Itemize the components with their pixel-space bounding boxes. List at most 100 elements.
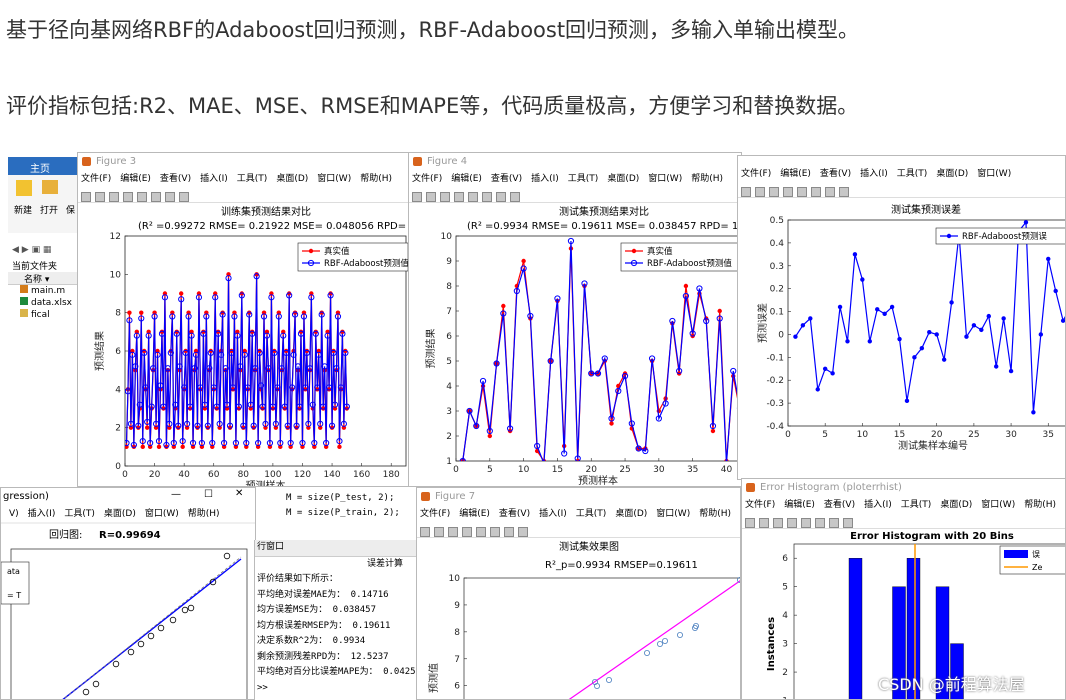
pointer-icon[interactable]: [179, 192, 189, 202]
menu-item[interactable]: 工具(T): [236, 174, 268, 184]
menu-item[interactable]: 帮助(H): [187, 509, 220, 519]
menu-item[interactable]: 桌面(D): [276, 174, 309, 184]
file-item[interactable]: main.m: [20, 285, 77, 297]
home-tab[interactable]: 主页: [8, 157, 77, 175]
colorbar-icon[interactable]: [815, 518, 825, 528]
menu-item[interactable]: 窗口(W): [977, 169, 1012, 179]
menu-item[interactable]: 文件(F): [741, 169, 772, 179]
file-item[interactable]: data.xlsx: [20, 297, 77, 309]
menu-item[interactable]: 帮助(H): [1024, 500, 1056, 510]
link-icon[interactable]: [137, 192, 147, 202]
save-icon[interactable]: [769, 187, 779, 197]
command-window[interactable]: 行窗口 误差计算 评价结果如下所示： 平均绝对误差MAE为： 0.14716 均方误…: [254, 540, 416, 700]
new-figure-icon[interactable]: [420, 527, 430, 537]
menu-item[interactable]: 工具(T): [575, 509, 607, 519]
file-item[interactable]: fical: [20, 309, 77, 321]
menu-item[interactable]: 文件(F): [81, 174, 112, 184]
menu-item[interactable]: 插入(I): [27, 509, 56, 519]
open-file-icon[interactable]: [95, 192, 105, 202]
minimize-button[interactable]: —: [171, 489, 181, 500]
save-icon[interactable]: [109, 192, 119, 202]
pointer-icon[interactable]: [843, 518, 853, 528]
colorbar-icon[interactable]: [151, 192, 161, 202]
menu-item[interactable]: 查看(V): [498, 509, 531, 519]
new-figure-icon[interactable]: [741, 187, 751, 197]
menu-item[interactable]: 编辑(E): [459, 509, 490, 519]
menu-item[interactable]: 工具(T): [900, 500, 932, 510]
name-column[interactable]: 名称 ▾: [8, 272, 77, 285]
link-icon[interactable]: [468, 192, 478, 202]
legend-icon[interactable]: [504, 527, 514, 537]
menu-item[interactable]: 查看(V): [819, 169, 852, 179]
menu-item[interactable]: 插入(I): [860, 169, 888, 179]
pointer-icon[interactable]: [518, 527, 528, 537]
print-icon[interactable]: [462, 527, 472, 537]
menu-item[interactable]: 文件(F): [412, 174, 443, 184]
print-icon[interactable]: [454, 192, 464, 202]
menu-item[interactable]: 插入(I): [539, 509, 567, 519]
open-file-icon[interactable]: [759, 518, 769, 528]
menu-item[interactable]: 桌面(D): [936, 169, 969, 179]
legend-icon[interactable]: [165, 192, 175, 202]
menu-item[interactable]: V): [9, 509, 19, 519]
maximize-button[interactable]: ☐: [204, 489, 213, 500]
menu-item[interactable]: 编辑(E): [451, 174, 482, 184]
menu-item[interactable]: 工具(T): [567, 174, 599, 184]
menu-item[interactable]: 查看(V): [490, 174, 523, 184]
print-icon[interactable]: [123, 192, 133, 202]
pointer-icon[interactable]: [839, 187, 849, 197]
nav-arrows[interactable]: ◀ ▶ ▣ ▦: [12, 245, 52, 255]
legend-icon[interactable]: [825, 187, 835, 197]
menu-item[interactable]: 插入(I): [200, 174, 228, 184]
pointer-icon[interactable]: [510, 192, 520, 202]
menu-item[interactable]: 窗口(W): [981, 500, 1016, 510]
menu-item[interactable]: 工具(T): [896, 169, 928, 179]
open-file-icon[interactable]: [755, 187, 765, 197]
link-icon[interactable]: [476, 527, 486, 537]
menu-item[interactable]: 窗口(W): [144, 509, 179, 519]
menu-item[interactable]: 窗口(W): [648, 174, 683, 184]
menu-item[interactable]: 文件(F): [420, 509, 451, 519]
menu-item[interactable]: 文件(F): [745, 500, 776, 510]
menu-item[interactable]: 编辑(E): [780, 169, 811, 179]
menu-item[interactable]: 桌面(D): [940, 500, 973, 510]
new-figure-icon[interactable]: [412, 192, 422, 202]
link-icon[interactable]: [801, 518, 811, 528]
menu-item[interactable]: 编辑(E): [120, 174, 151, 184]
new-figure-icon[interactable]: [745, 518, 755, 528]
open-file-icon[interactable]: [434, 527, 444, 537]
command-prompt[interactable]: >>: [257, 682, 268, 693]
menu-item[interactable]: 桌面(D): [615, 509, 648, 519]
data-point: [175, 422, 182, 429]
menu-item[interactable]: 帮助(H): [699, 509, 731, 519]
menu-item[interactable]: 桌面(D): [607, 174, 640, 184]
open-file-icon[interactable]: [426, 192, 436, 202]
colorbar-icon[interactable]: [482, 192, 492, 202]
menu-item[interactable]: 工具(T): [64, 509, 95, 519]
new-icon[interactable]: [16, 180, 32, 196]
open-icon[interactable]: [42, 180, 58, 194]
menu-item[interactable]: 桌面(D): [103, 509, 136, 519]
save-icon[interactable]: [773, 518, 783, 528]
print-icon[interactable]: [787, 518, 797, 528]
menu-item[interactable]: 帮助(H): [691, 174, 723, 184]
menu-item[interactable]: 帮助(H): [360, 174, 392, 184]
data-point: [136, 425, 141, 430]
menu-item[interactable]: 查看(V): [823, 500, 856, 510]
save-icon[interactable]: [448, 527, 458, 537]
close-button[interactable]: ✕: [235, 488, 244, 499]
menu-item[interactable]: 插入(I): [864, 500, 892, 510]
new-figure-icon[interactable]: [81, 192, 91, 202]
colorbar-icon[interactable]: [490, 527, 500, 537]
colorbar-icon[interactable]: [811, 187, 821, 197]
menu-item[interactable]: 插入(I): [531, 174, 559, 184]
menu-item[interactable]: 编辑(E): [784, 500, 815, 510]
legend-icon[interactable]: [496, 192, 506, 202]
menu-item[interactable]: 窗口(W): [656, 509, 691, 519]
link-icon[interactable]: [797, 187, 807, 197]
save-icon[interactable]: [440, 192, 450, 202]
menu-item[interactable]: 查看(V): [159, 174, 192, 184]
print-icon[interactable]: [783, 187, 793, 197]
legend-icon[interactable]: [829, 518, 839, 528]
menu-item[interactable]: 窗口(W): [317, 174, 352, 184]
